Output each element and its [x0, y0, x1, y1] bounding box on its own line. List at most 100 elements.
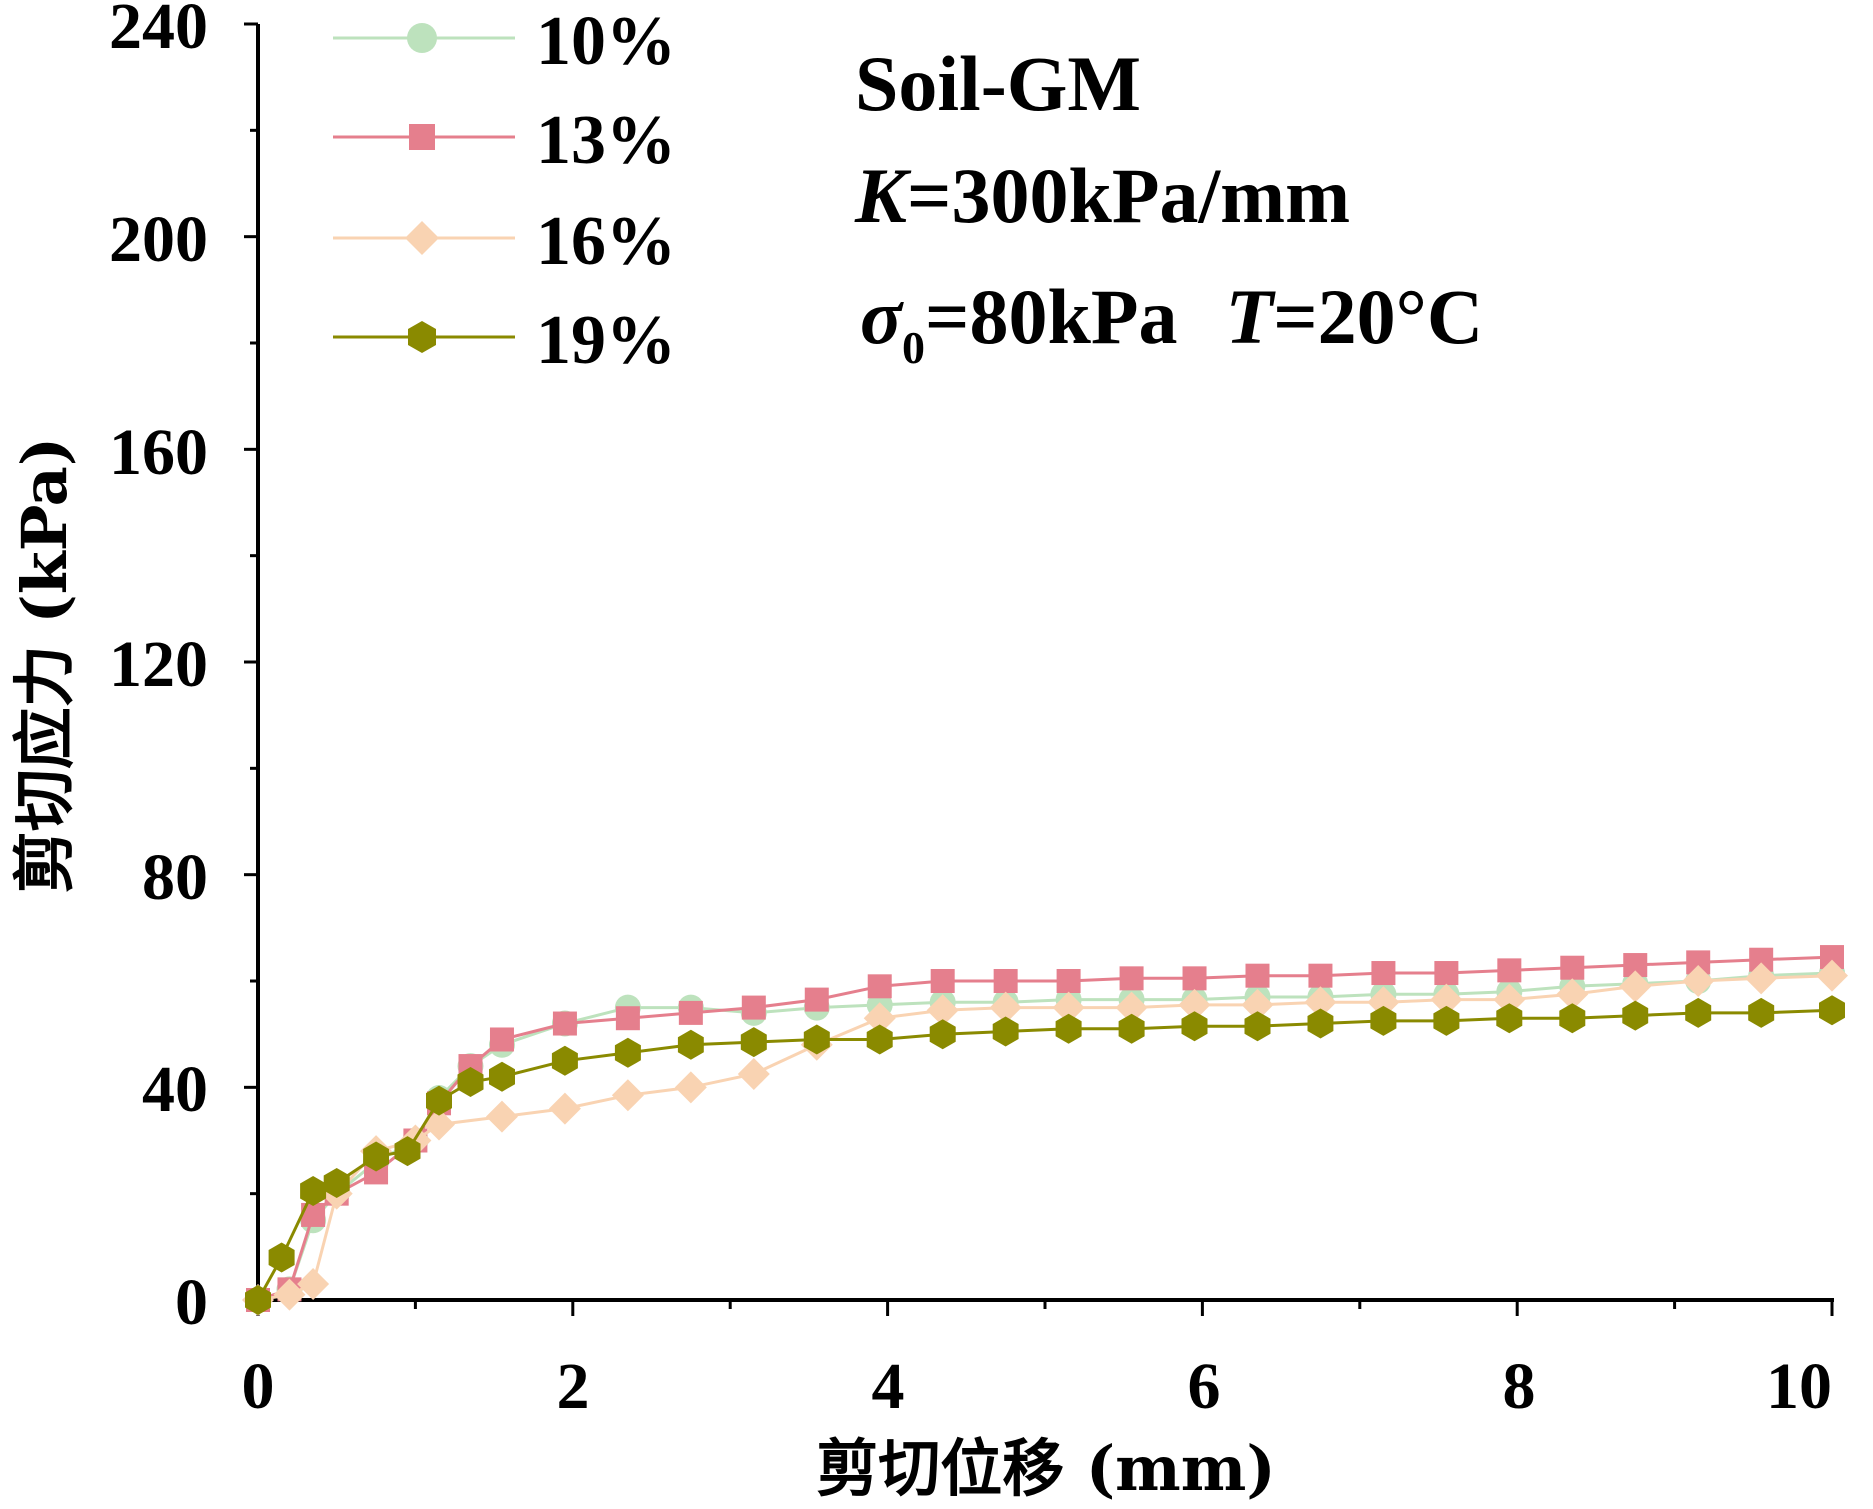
legend-marker-hexagon	[408, 321, 436, 353]
data-point	[741, 995, 766, 1020]
y-tick-label: 120	[109, 628, 208, 701]
data-point	[993, 969, 1018, 993]
data-point	[1182, 966, 1207, 991]
data-point	[363, 1141, 389, 1172]
data-point	[1745, 962, 1778, 995]
y-tick-label: 0	[175, 1266, 208, 1339]
data-point	[489, 1027, 514, 1052]
data-point	[273, 1278, 306, 1311]
legend-marker-circle	[407, 23, 437, 53]
data-point	[803, 1024, 830, 1055]
series-10%	[245, 960, 1845, 1313]
data-point	[989, 991, 1022, 1024]
annotation-conditions: σ0=80kPa T=20°C	[860, 273, 1483, 373]
legend-marker-diamond	[405, 221, 439, 255]
data-point	[1308, 963, 1333, 988]
data-point	[485, 1100, 518, 1133]
data-point	[1682, 965, 1715, 997]
data-point	[489, 1061, 515, 1092]
data-point	[1052, 991, 1085, 1024]
legend-label: 19%	[536, 302, 676, 379]
data-point	[1055, 1013, 1082, 1044]
data-point	[1622, 1000, 1649, 1031]
data-point	[1244, 1011, 1271, 1042]
data-point	[740, 1027, 767, 1058]
data-point	[394, 1136, 421, 1167]
x-tick-label: 0	[242, 1350, 275, 1423]
annotation-stiffness-var: K	[854, 152, 912, 239]
annotation-stress-sub: 0	[902, 322, 925, 373]
data-point	[1497, 958, 1522, 983]
y-tick-label: 200	[109, 203, 208, 276]
ticks	[244, 22, 1834, 1316]
data-point	[1816, 959, 1848, 992]
x-tick-label: 10	[1766, 1350, 1832, 1423]
annotation-stress-var: σ	[860, 273, 904, 360]
x-tick-label: 4	[872, 1350, 905, 1423]
data-point	[677, 1029, 704, 1060]
data-point	[1819, 995, 1845, 1026]
data-point	[1245, 963, 1270, 988]
data-point	[1748, 997, 1775, 1028]
annotation: Soil-GM K=300kPa/mm σ0=80kPa T=20°C	[854, 40, 1483, 373]
data-point	[551, 1045, 578, 1076]
data-point	[1493, 983, 1526, 1016]
legend-label: 13%	[536, 102, 676, 179]
data-point	[1118, 1013, 1145, 1044]
x-tick-label: 6	[1188, 1350, 1221, 1423]
annotation-sample: Soil-GM	[855, 40, 1141, 127]
data-point	[863, 1002, 896, 1035]
data-point	[804, 987, 829, 1012]
data-point	[297, 1268, 330, 1301]
data-point	[300, 1176, 327, 1206]
data-point	[1559, 1003, 1586, 1034]
data-point	[1560, 955, 1585, 980]
data-point	[1056, 969, 1081, 993]
data-point	[1178, 988, 1211, 1021]
data-point	[457, 1067, 484, 1097]
y-tick-label: 160	[109, 416, 208, 489]
annotation-stress-value: =80kPa	[925, 273, 1177, 360]
data-point	[1434, 961, 1459, 986]
y-axis-title: 剪切应力 (kPa)	[8, 437, 81, 893]
data-point	[1119, 966, 1144, 991]
data-point	[1304, 986, 1337, 1019]
y-tick-label: 240	[109, 0, 208, 63]
data-point	[423, 1108, 456, 1141]
data-point	[1430, 983, 1463, 1016]
data-point	[929, 1019, 956, 1050]
x-axis-title: 剪切位移 (mm)	[816, 1432, 1275, 1505]
data-point	[245, 1285, 271, 1315]
data-point	[930, 969, 955, 993]
legend-label: 16%	[536, 203, 676, 280]
annotation-stiffness-value: =300kPa/mm	[907, 152, 1350, 239]
data-point	[992, 1016, 1019, 1047]
data-point	[866, 1024, 893, 1055]
data-point	[1433, 1005, 1460, 1036]
legend-label: 10%	[536, 3, 676, 80]
data-point	[1307, 1008, 1334, 1039]
annotation-temp-var: T	[1226, 273, 1277, 360]
data-point	[611, 1079, 644, 1112]
data-point	[615, 1006, 640, 1031]
data-point	[1115, 991, 1148, 1024]
series-line	[257, 971, 1833, 1302]
x-tick-label: 2	[557, 1350, 590, 1423]
data-point	[1241, 988, 1274, 1021]
x-tick-label: 8	[1503, 1350, 1536, 1423]
data-point	[1367, 986, 1400, 1019]
annotation-stiffness: K=300kPa/mm	[854, 152, 1350, 239]
plot-area	[242, 945, 1848, 1316]
data-point	[1619, 970, 1652, 1003]
data-point	[1181, 1011, 1208, 1042]
data-point	[426, 1085, 452, 1116]
data-point	[548, 1092, 581, 1125]
series-19%	[245, 995, 1845, 1315]
legend-marker-square	[409, 124, 435, 150]
data-point	[1370, 1005, 1397, 1036]
tick-labels: 0 40 80 120 160 200 240 0 2 4 6 8 10	[109, 0, 1832, 1423]
data-point	[1685, 997, 1712, 1028]
data-point	[552, 1011, 577, 1036]
y-tick-label: 40	[142, 1053, 208, 1126]
series-line	[257, 974, 1833, 1302]
